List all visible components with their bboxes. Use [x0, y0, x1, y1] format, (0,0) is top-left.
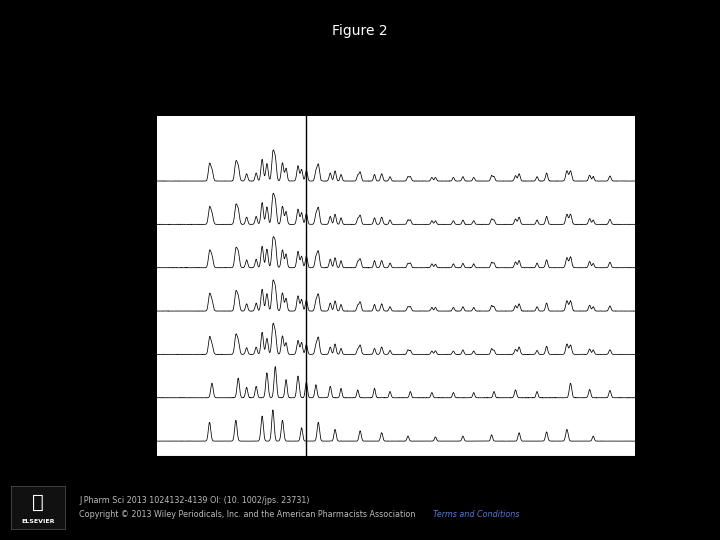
Text: Mannitol (β-form): Mannitol (β-form): [11, 424, 96, 435]
Text: J Pharm Sci 2013 1024132-4139 OI: (10. 1002/jps. 23731): J Pharm Sci 2013 1024132-4139 OI: (10. 1…: [79, 496, 310, 505]
Text: PM3: PM3: [11, 295, 32, 305]
Text: Coground formulation: Coground formulation: [11, 165, 117, 174]
Text: 🌳: 🌳: [32, 493, 44, 512]
Text: Griseofulvin: Griseofulvin: [49, 247, 107, 258]
Text: Figure 2: Figure 2: [332, 24, 388, 38]
Text: Griseofulvin: Griseofulvin: [49, 204, 107, 214]
Text: Mannitol: Mannitol: [49, 221, 91, 231]
Text: Griseofulvin (form I): Griseofulvin (form I): [11, 381, 109, 391]
Text: PM1: PM1: [11, 208, 32, 218]
Text: PM2: PM2: [11, 251, 32, 261]
X-axis label: 2theta (°): 2theta (°): [364, 484, 428, 497]
Text: Copyright © 2013 Wiley Periodicals, Inc. and the American Pharmacists Associatio: Copyright © 2013 Wiley Periodicals, Inc.…: [79, 510, 418, 519]
Text: Griseofulvin, ground,: Griseofulvin, ground,: [49, 334, 151, 344]
Text: PM4: PM4: [11, 338, 32, 348]
Text: Mannitol, ground: Mannitol, ground: [49, 308, 132, 318]
Text: Griseofulvin, ground,: Griseofulvin, ground,: [49, 291, 151, 301]
Text: ELSEVIER: ELSEVIER: [21, 519, 55, 524]
Text: Mannitol: Mannitol: [49, 351, 91, 361]
Text: Mannitol, ground: Mannitol, ground: [49, 264, 132, 274]
Text: Terms and Conditions: Terms and Conditions: [433, 510, 520, 519]
